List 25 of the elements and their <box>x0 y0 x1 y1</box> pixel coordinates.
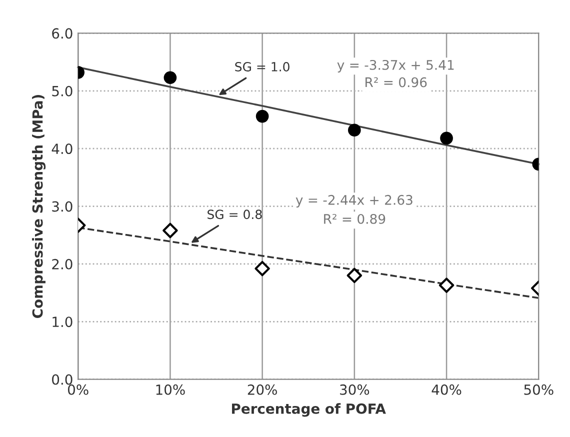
annotation: y = -3.37x + 5.41 <box>337 60 454 72</box>
point <box>254 260 270 276</box>
annotation: R² = 0.89 <box>324 214 386 224</box>
point <box>256 110 269 123</box>
y-axis-title: Compressive Strength (MPa) <box>32 95 46 318</box>
point <box>346 268 362 284</box>
y-tick-label: 0.0 <box>52 374 72 385</box>
x-axis-title: Percentage of POFA <box>232 403 386 417</box>
annotation: y = -2.44x + 2.63 <box>296 194 412 208</box>
point <box>348 124 361 137</box>
y-tick-label: 2.0 <box>52 258 72 270</box>
annotation: SG = 1.0 <box>235 62 290 72</box>
y-tick-label: 1.0 <box>52 316 72 328</box>
y-tick-label: 6.0 <box>52 28 72 39</box>
x-tick-label: 30% <box>340 384 370 395</box>
x-tick-label: 40% <box>432 384 462 395</box>
x-tick-label: 10% <box>156 384 185 395</box>
y-tick-label: 4.0 <box>52 144 72 154</box>
annotation: R² = 0.96 <box>366 77 427 88</box>
annotation: SG = 0.8 <box>208 210 262 220</box>
x-tick-label: 20% <box>248 384 277 395</box>
y-tick-label: 5.0 <box>52 86 72 96</box>
x-tick-label: 0% <box>68 384 88 395</box>
y-tick-label: 3.0 <box>52 201 72 212</box>
x-tick-label: 50% <box>524 384 554 395</box>
